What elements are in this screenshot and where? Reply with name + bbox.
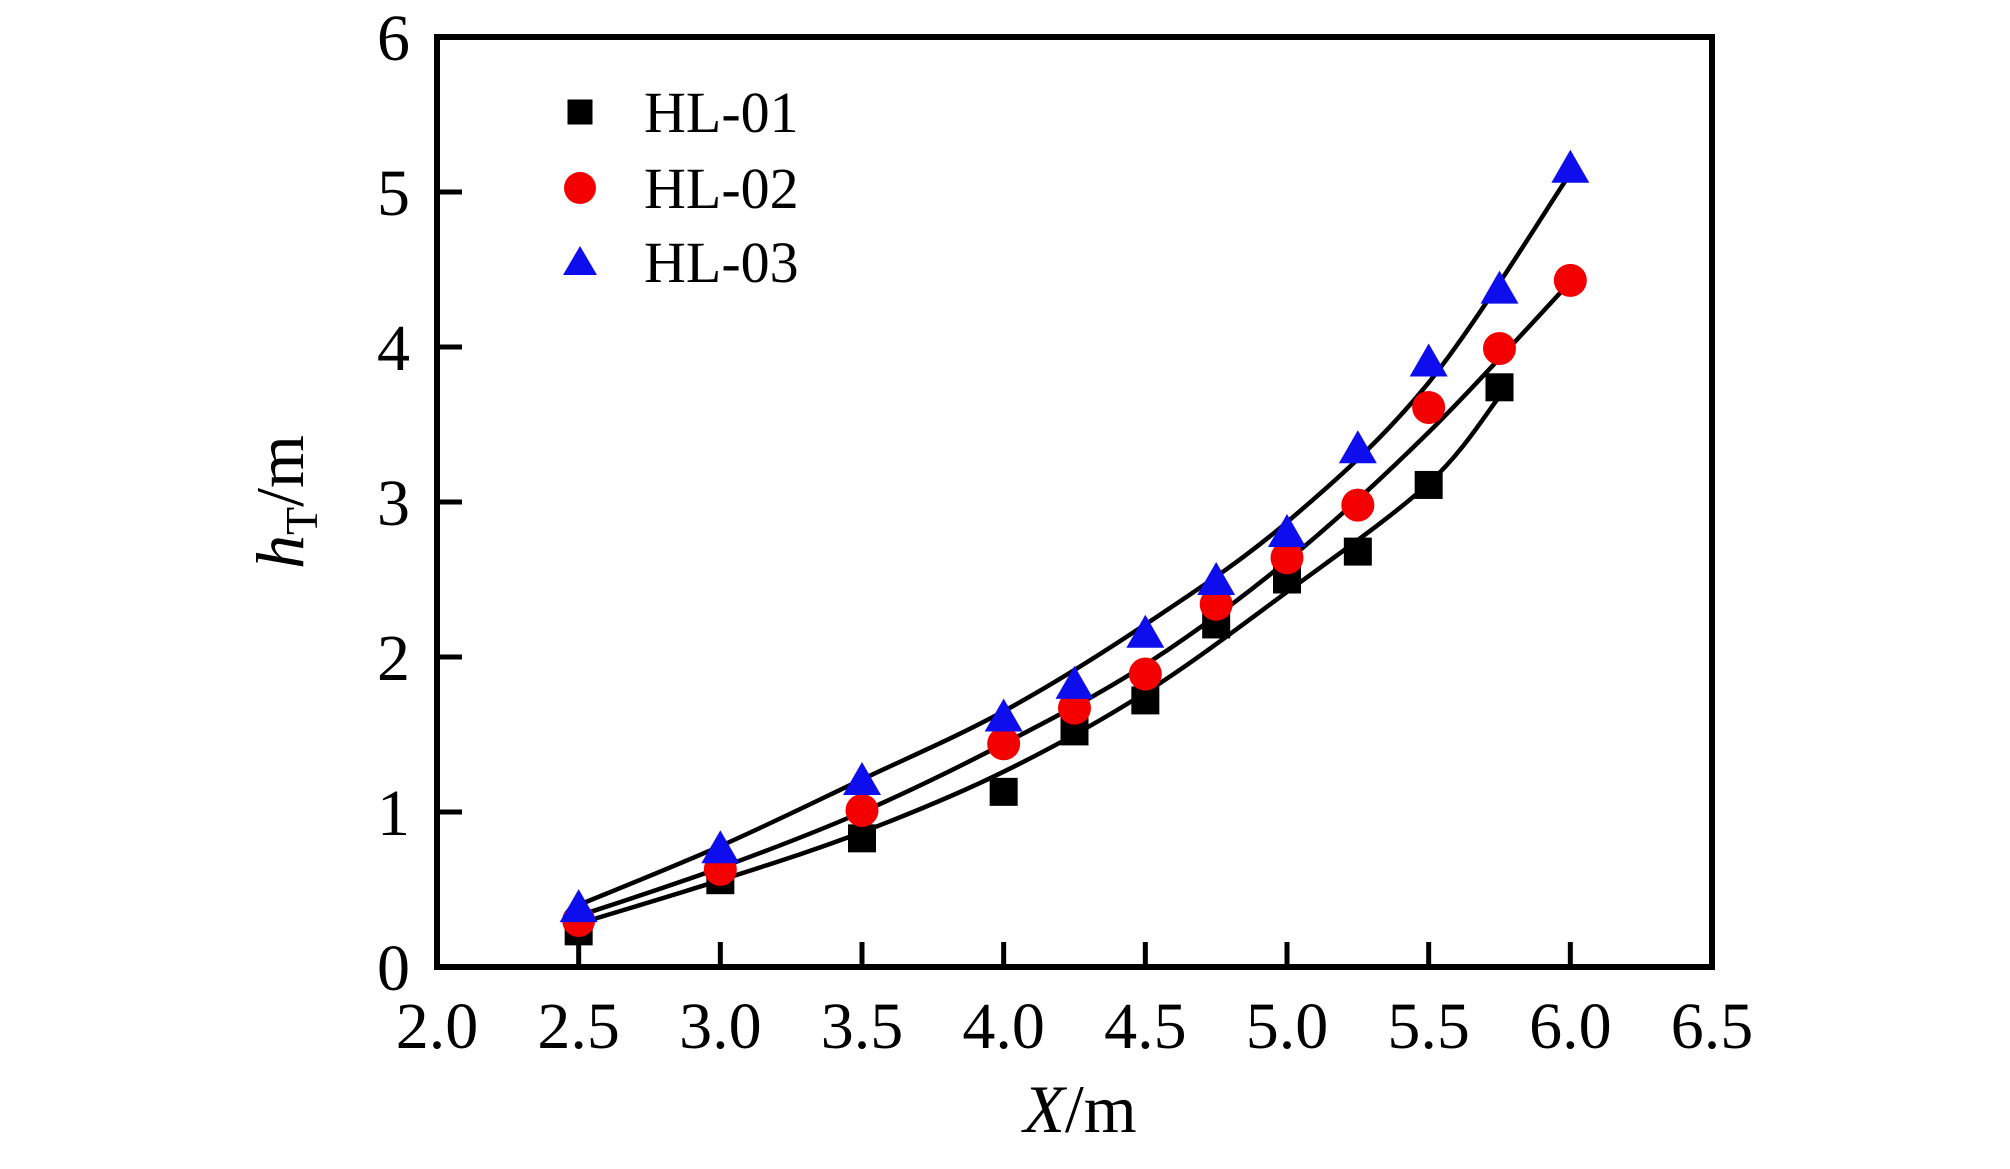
x-tick-label: 6.0 bbox=[1529, 990, 1612, 1063]
series-hl-02 bbox=[562, 263, 1587, 937]
marker-hl-03 bbox=[701, 830, 740, 864]
marker-hl-01 bbox=[989, 777, 1018, 806]
legend-marker-hl-02 bbox=[564, 172, 596, 204]
legend-marker-hl-03 bbox=[563, 246, 597, 275]
y-tick-label: 6 bbox=[377, 2, 410, 75]
marker-hl-02 bbox=[845, 793, 879, 827]
marker-hl-03 bbox=[984, 698, 1023, 732]
y-axis-title: hT/m bbox=[242, 435, 327, 569]
marker-hl-01 bbox=[1414, 470, 1443, 499]
legend-label: HL-03 bbox=[644, 230, 799, 295]
marker-hl-03 bbox=[843, 762, 881, 795]
marker-hl-03 bbox=[1551, 149, 1590, 183]
x-axis-title: X/m bbox=[1020, 1071, 1136, 1147]
plot-frame bbox=[434, 34, 1715, 970]
marker-hl-03 bbox=[1197, 562, 1236, 596]
marker-hl-02 bbox=[1058, 691, 1091, 725]
marker-hl-01 bbox=[1485, 373, 1514, 402]
marker-hl-03 bbox=[1268, 514, 1306, 547]
y-tick-label: 3 bbox=[377, 467, 410, 540]
series-hl-03 bbox=[559, 149, 1590, 923]
marker-hl-03 bbox=[1480, 270, 1519, 304]
legend-label: HL-02 bbox=[644, 156, 799, 221]
series-hl-01 bbox=[564, 373, 1514, 946]
marker-hl-02 bbox=[1553, 263, 1587, 297]
x-tick-label: 2.0 bbox=[396, 990, 479, 1063]
marker-hl-02 bbox=[1483, 332, 1516, 366]
legend-item-hl-02: HL-02 bbox=[564, 156, 799, 221]
marker-hl-01 bbox=[1343, 537, 1372, 566]
y-tick-label: 2 bbox=[377, 622, 410, 695]
marker-hl-03 bbox=[1409, 343, 1448, 377]
y-tick-label: 1 bbox=[377, 777, 410, 850]
x-tick-label: 4.0 bbox=[962, 990, 1045, 1063]
marker-hl-02 bbox=[1199, 587, 1233, 621]
legend-marker-hl-01 bbox=[567, 99, 593, 125]
marker-hl-02 bbox=[987, 727, 1021, 761]
marker-hl-03 bbox=[1055, 665, 1094, 699]
x-tick-label: 6.5 bbox=[1671, 990, 1754, 1063]
legend: HL-01 HL-02 HL-03 bbox=[563, 80, 799, 295]
x-tick-label: 3.0 bbox=[679, 990, 762, 1063]
fit-curve-hl-03 bbox=[576, 171, 1573, 908]
marker-hl-02 bbox=[1412, 390, 1446, 424]
marker-hl-01 bbox=[1131, 686, 1160, 715]
marker-hl-02 bbox=[1128, 657, 1162, 691]
legend-label: HL-01 bbox=[644, 80, 799, 145]
x-tick-label: 3.5 bbox=[821, 990, 904, 1063]
legend-item-hl-03: HL-03 bbox=[563, 230, 799, 295]
x-tick-label: 5.5 bbox=[1387, 990, 1470, 1063]
fit-curve-hl-02 bbox=[576, 279, 1573, 919]
marker-hl-03 bbox=[1126, 614, 1165, 648]
x-tick-label: 5.0 bbox=[1246, 990, 1329, 1063]
marker-hl-02 bbox=[1270, 541, 1304, 575]
y-tick-label: 5 bbox=[377, 157, 410, 230]
marker-hl-03 bbox=[1338, 430, 1377, 464]
marker-hl-02 bbox=[1341, 488, 1375, 522]
marker-hl-03 bbox=[559, 889, 598, 923]
legend-item-hl-01: HL-01 bbox=[567, 80, 799, 145]
y-tick-label: 0 bbox=[377, 932, 410, 1005]
x-tick-label: 4.5 bbox=[1104, 990, 1187, 1063]
x-tick-label: 2.5 bbox=[537, 990, 620, 1063]
y-tick-label: 4 bbox=[377, 312, 410, 385]
marker-hl-01 bbox=[848, 824, 876, 853]
